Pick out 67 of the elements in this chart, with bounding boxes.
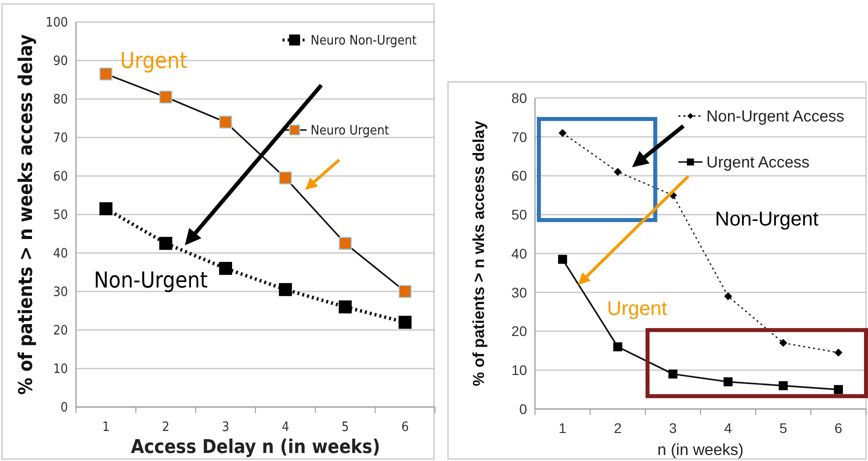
y-tick-label: 30 [511, 284, 528, 300]
x-tick-label: 5 [779, 420, 788, 436]
x-tick-label: 2 [614, 420, 622, 436]
point [724, 292, 732, 300]
y-tick-label: 30 [53, 285, 68, 300]
x-tick-label: 1 [558, 420, 567, 436]
point [219, 116, 232, 129]
x-tick-label: 4 [282, 420, 290, 435]
y-tick-label: 60 [511, 168, 528, 184]
x-tick-label: 4 [724, 420, 732, 436]
x-tick-label: 3 [669, 420, 678, 436]
y-tick-label: 80 [53, 92, 68, 108]
point [668, 370, 678, 379]
y-tick-label: 70 [53, 131, 68, 146]
point [278, 171, 292, 184]
x-tick-label: 3 [222, 420, 230, 435]
annotation: Non-Urgent [94, 268, 208, 294]
y-tick-label: 40 [53, 246, 68, 262]
y-tick-label: 70 [511, 128, 528, 145]
annotation: Urgent [120, 49, 188, 74]
point [159, 90, 172, 104]
y-tick-label: 90 [53, 54, 68, 70]
legend-label: Neuro Urgent [310, 124, 390, 139]
point [779, 338, 788, 347]
point [278, 283, 292, 296]
x-axis-title: n (in weeks) [657, 442, 744, 459]
y-tick-label: 20 [511, 323, 528, 340]
point [834, 385, 843, 394]
point [338, 300, 352, 314]
annotation: Urgent [607, 298, 668, 320]
legend-label: Urgent Access [706, 154, 810, 172]
legend-label: Neuro Non-Urgent [310, 34, 418, 49]
y-tick-label: 80 [511, 90, 528, 106]
point [558, 254, 568, 264]
point [558, 128, 567, 137]
point [398, 316, 412, 329]
point [99, 202, 112, 216]
y-tick-label: 40 [511, 245, 528, 262]
point [778, 381, 788, 390]
point [834, 348, 842, 357]
y-tick-label: 10 [53, 362, 68, 378]
y-tick-label: 10 [511, 362, 528, 378]
y-tick-label: 20 [53, 324, 68, 339]
point [99, 67, 112, 80]
legend-label: Non-Urgent Access [706, 108, 844, 126]
y-tick-label: 50 [511, 206, 528, 223]
y-axis-title: % of patients > n weeks access delay [15, 34, 37, 395]
y-tick-label: 60 [53, 170, 68, 185]
y-tick-label: 0 [519, 400, 528, 417]
x-tick-label: 5 [342, 420, 349, 435]
point [398, 285, 412, 298]
x-tick-label: 2 [162, 420, 170, 435]
y-tick-label: 0 [60, 400, 68, 416]
point [219, 262, 232, 275]
x-tick-label: 6 [834, 420, 843, 436]
x-tick-label: 6 [401, 420, 409, 435]
y-tick-label: 100 [46, 16, 68, 31]
x-axis-title: Access Delay n (in weeks) [130, 436, 380, 458]
y-axis-title: % of patients > n wks access delay [471, 120, 488, 386]
annotation: Non-Urgent [715, 208, 819, 231]
point [159, 236, 172, 250]
point [614, 168, 622, 176]
y-tick-label: 50 [53, 208, 68, 224]
point [338, 236, 352, 250]
x-tick-label: 1 [102, 420, 110, 435]
point [613, 342, 622, 352]
point [724, 377, 733, 386]
